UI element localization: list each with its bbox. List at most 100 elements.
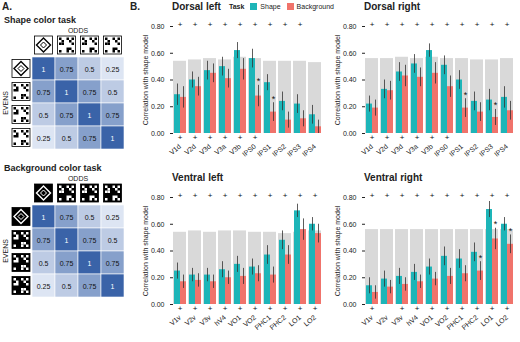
- svg-text:+: +: [253, 133, 258, 142]
- svg-text:+: +: [400, 20, 405, 29]
- svg-text:+: +: [490, 20, 495, 29]
- svg-text:V2d: V2d: [183, 143, 197, 156]
- svg-text:1: 1: [111, 135, 115, 142]
- svg-text:0.80: 0.80: [343, 23, 357, 30]
- svg-text:0.75: 0.75: [37, 89, 51, 96]
- svg-text:0.75: 0.75: [83, 237, 97, 244]
- svg-text:0.20: 0.20: [151, 103, 165, 110]
- svg-text:+: +: [208, 20, 213, 29]
- svg-text:EVENS: EVENS: [2, 239, 9, 263]
- svg-text:+: +: [415, 304, 420, 313]
- svg-text:+: +: [208, 191, 213, 200]
- svg-text:0.20: 0.20: [343, 103, 357, 110]
- svg-text:V3d: V3d: [198, 143, 212, 156]
- svg-text:+: +: [193, 133, 198, 142]
- svg-text:1: 1: [88, 112, 92, 119]
- svg-text:+: +: [313, 304, 318, 313]
- svg-text:0.75: 0.75: [60, 66, 74, 73]
- svg-text:+: +: [208, 133, 213, 142]
- svg-text:Background color task: Background color task: [4, 163, 103, 173]
- svg-text:0.00: 0.00: [343, 301, 357, 308]
- svg-text:Correlation with shape model: Correlation with shape model: [142, 34, 150, 125]
- svg-text:+: +: [460, 20, 465, 29]
- svg-text:V2v: V2v: [183, 313, 197, 326]
- svg-text:0.5: 0.5: [62, 283, 72, 290]
- svg-text:LO1: LO1: [287, 314, 302, 328]
- svg-text:0.75: 0.75: [106, 260, 120, 267]
- svg-text:+: +: [490, 191, 495, 200]
- svg-text:*: *: [479, 253, 483, 263]
- svg-text:+: +: [208, 304, 213, 313]
- svg-text:IPS1: IPS1: [448, 143, 464, 158]
- svg-text:0.00: 0.00: [151, 130, 165, 137]
- svg-text:+: +: [178, 133, 183, 142]
- svg-text:+: +: [223, 133, 228, 142]
- svg-text:+: +: [238, 133, 243, 142]
- svg-text:0.75: 0.75: [83, 283, 97, 290]
- svg-text:+: +: [430, 191, 435, 200]
- svg-text:IPS4: IPS4: [301, 143, 317, 158]
- svg-text:+: +: [445, 133, 450, 142]
- svg-text:Correlation with shape model: Correlation with shape model: [142, 205, 150, 296]
- svg-text:Correlation with shape model: Correlation with shape model: [334, 34, 342, 125]
- svg-text:0.5: 0.5: [108, 89, 118, 96]
- svg-text:V1d: V1d: [168, 143, 182, 156]
- svg-text:0.00: 0.00: [343, 130, 357, 137]
- svg-text:*: *: [464, 90, 468, 100]
- svg-text:0.75: 0.75: [60, 214, 74, 221]
- svg-text:0.80: 0.80: [343, 194, 357, 201]
- svg-text:0.75: 0.75: [83, 135, 97, 142]
- svg-text:*: *: [494, 219, 498, 229]
- svg-text:+: +: [430, 304, 435, 313]
- svg-text:+: +: [238, 304, 243, 313]
- svg-text:0.20: 0.20: [151, 274, 165, 281]
- svg-text:+: +: [283, 304, 288, 313]
- svg-text:+: +: [400, 191, 405, 200]
- svg-text:+: +: [223, 304, 228, 313]
- svg-text:ODDS: ODDS: [68, 175, 89, 182]
- svg-text:0.5: 0.5: [85, 66, 95, 73]
- svg-text:+: +: [223, 20, 228, 29]
- svg-text:+: +: [238, 20, 243, 29]
- svg-text:V3b: V3b: [228, 143, 242, 156]
- svg-text:Shape color task: Shape color task: [4, 15, 77, 25]
- svg-text:IPS0: IPS0: [241, 143, 257, 158]
- svg-text:1: 1: [65, 237, 69, 244]
- svg-text:*: *: [509, 226, 513, 236]
- svg-text:+: +: [460, 304, 465, 313]
- svg-text:0.75: 0.75: [60, 112, 74, 119]
- svg-text:IPS3: IPS3: [478, 143, 494, 158]
- svg-text:1: 1: [42, 214, 46, 221]
- svg-text:+: +: [490, 304, 495, 313]
- svg-text:0.40: 0.40: [151, 76, 165, 83]
- svg-text:V3a: V3a: [405, 143, 419, 156]
- svg-text:IPS0: IPS0: [433, 143, 449, 158]
- svg-text:+: +: [238, 191, 243, 200]
- svg-text:+: +: [505, 191, 510, 200]
- svg-text:+: +: [268, 304, 273, 313]
- svg-text:0.75: 0.75: [106, 112, 120, 119]
- svg-text:+: +: [385, 133, 390, 142]
- svg-text:IPS2: IPS2: [271, 143, 287, 158]
- svg-text:+: +: [370, 133, 375, 142]
- svg-text:+: +: [268, 20, 273, 29]
- svg-text:+: +: [298, 304, 303, 313]
- svg-text:+: +: [298, 191, 303, 200]
- svg-text:0.25: 0.25: [106, 66, 120, 73]
- svg-text:+: +: [253, 20, 258, 29]
- svg-text:+: +: [283, 191, 288, 200]
- svg-text:0.25: 0.25: [37, 283, 51, 290]
- svg-text:*: *: [494, 100, 498, 110]
- svg-text:+: +: [430, 133, 435, 142]
- svg-text:*: *: [257, 76, 261, 86]
- svg-text:+: +: [385, 191, 390, 200]
- svg-text:0.5: 0.5: [39, 112, 49, 119]
- svg-text:+: +: [475, 20, 480, 29]
- svg-text:+: +: [415, 191, 420, 200]
- svg-text:+: +: [475, 304, 480, 313]
- svg-text:0.60: 0.60: [151, 220, 165, 227]
- svg-text:Correlation with shape model: Correlation with shape model: [334, 205, 342, 296]
- svg-text:V1v: V1v: [168, 313, 182, 326]
- svg-text:PHC2: PHC2: [460, 314, 479, 331]
- svg-text:+: +: [400, 133, 405, 142]
